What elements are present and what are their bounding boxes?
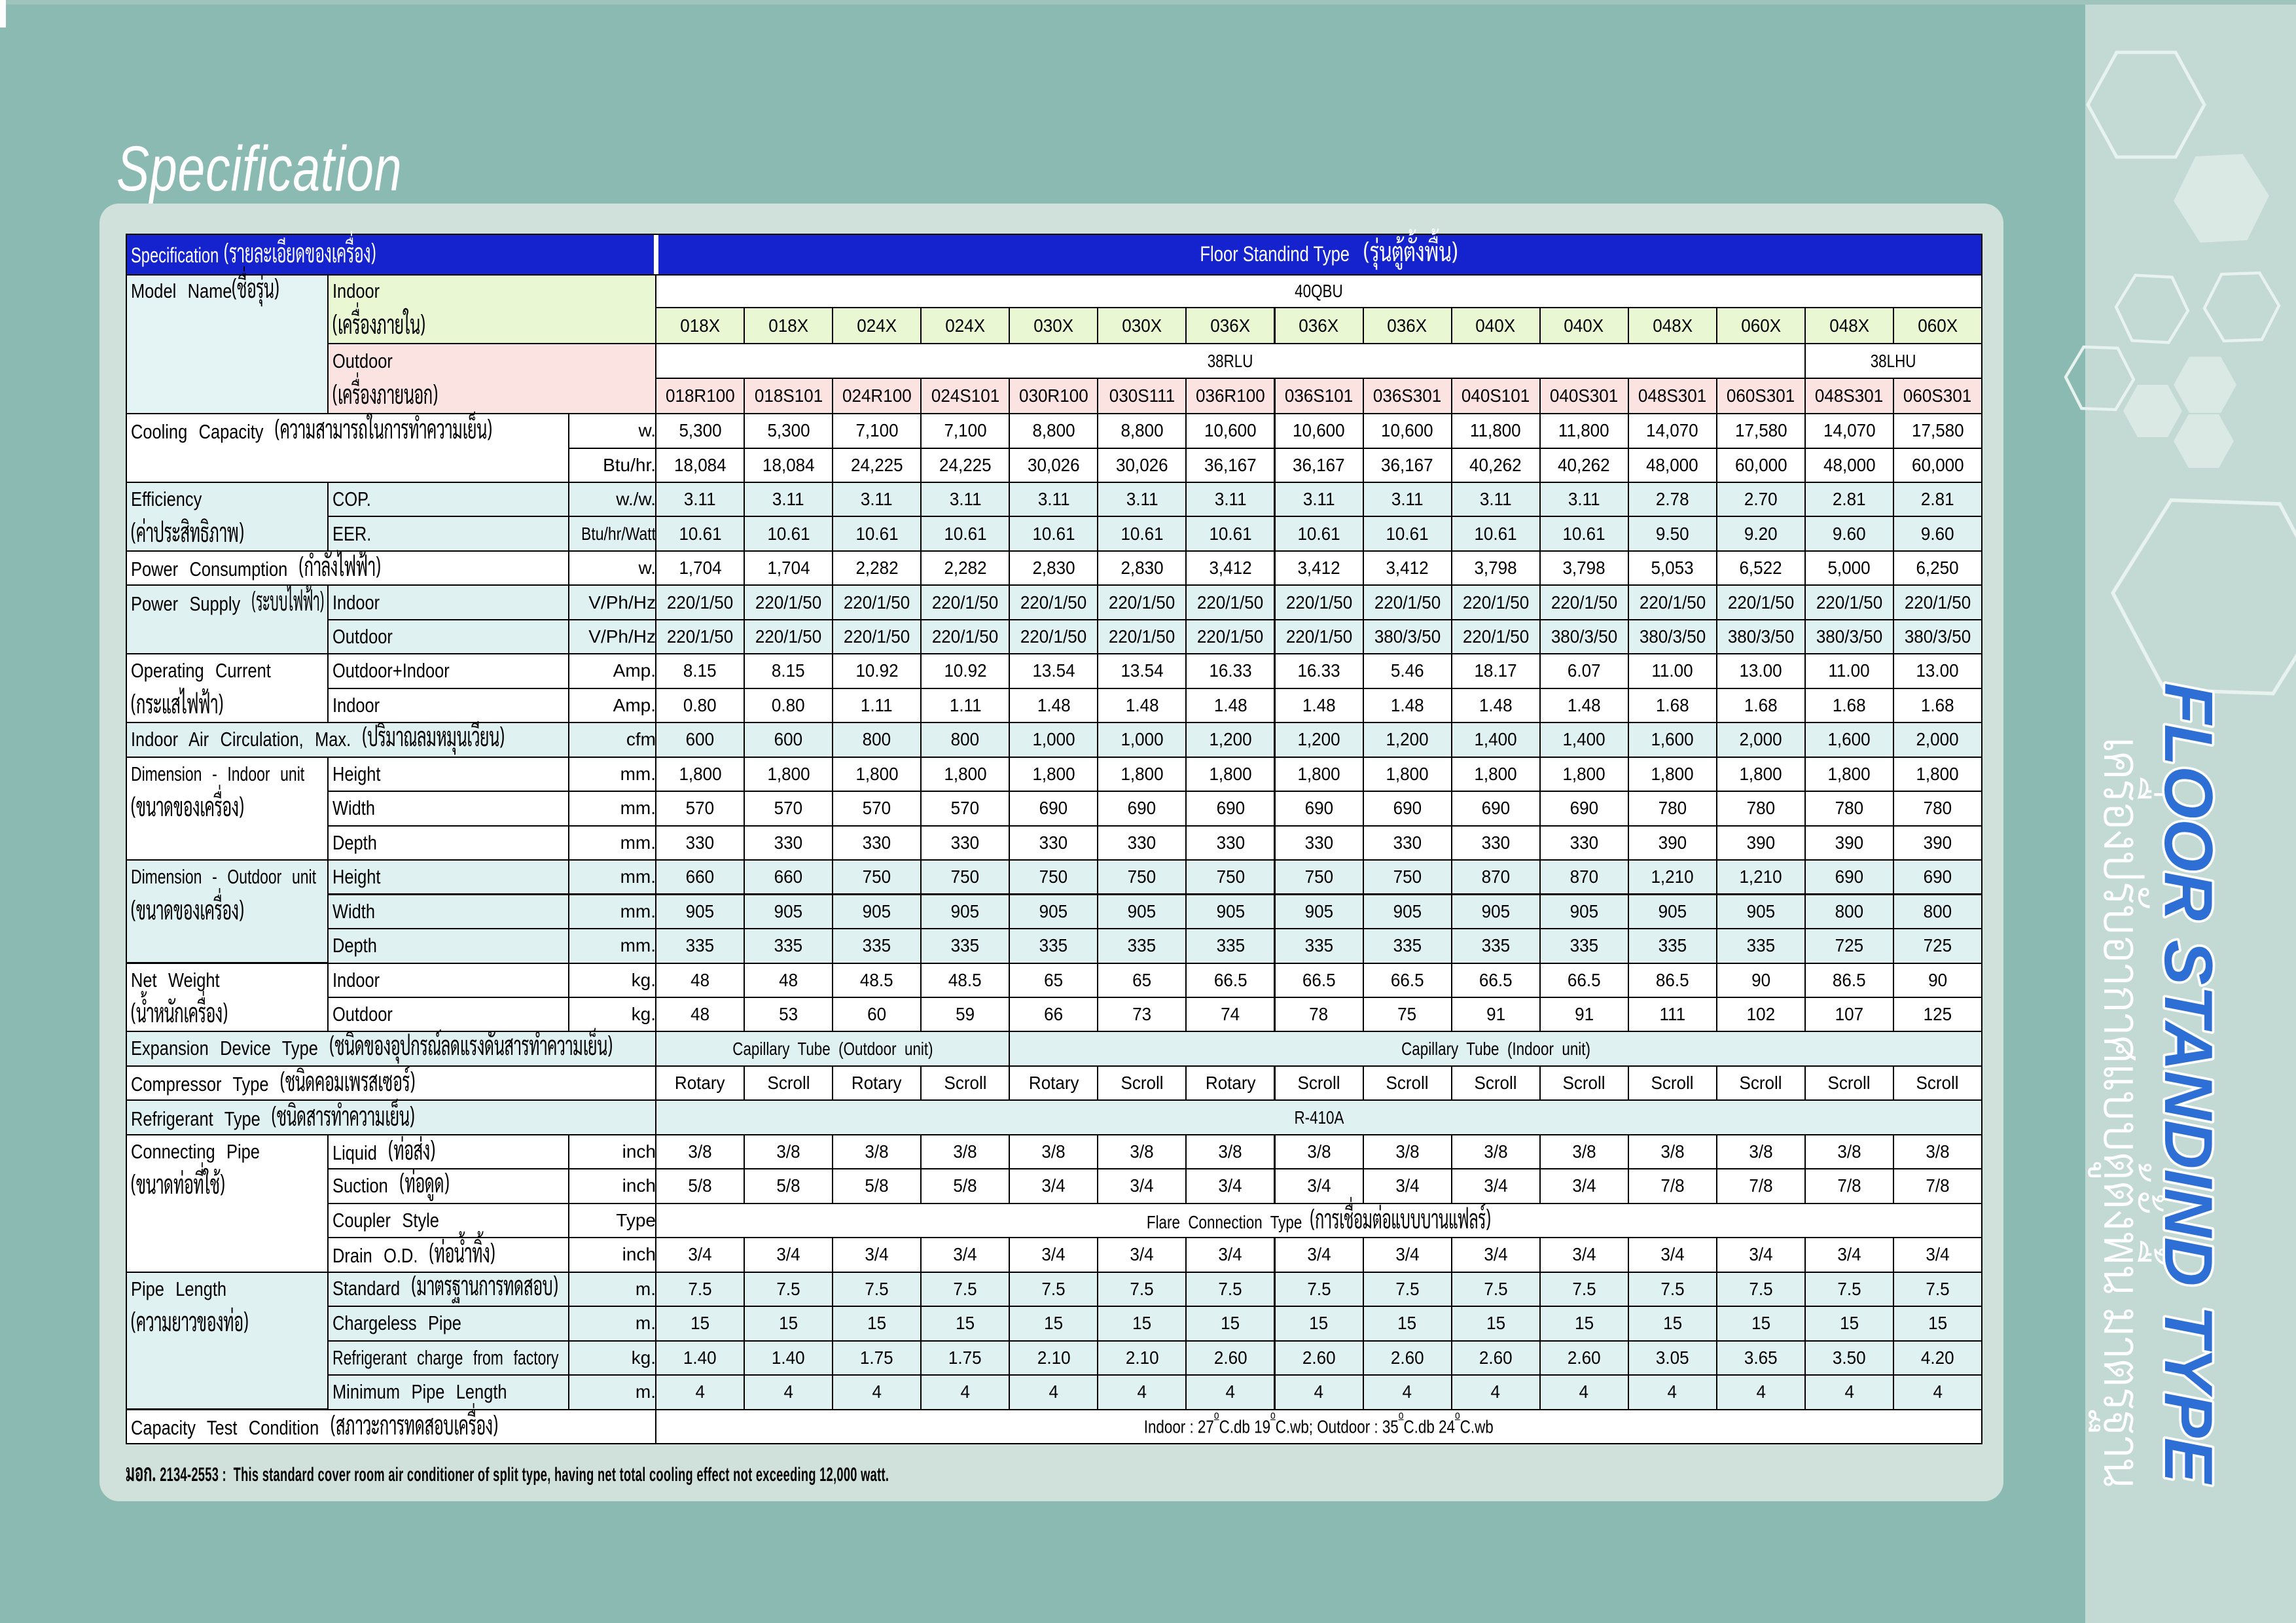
svg-text:FLOOR STANDIND TYPE: FLOOR STANDIND TYPE	[2150, 683, 2226, 1485]
